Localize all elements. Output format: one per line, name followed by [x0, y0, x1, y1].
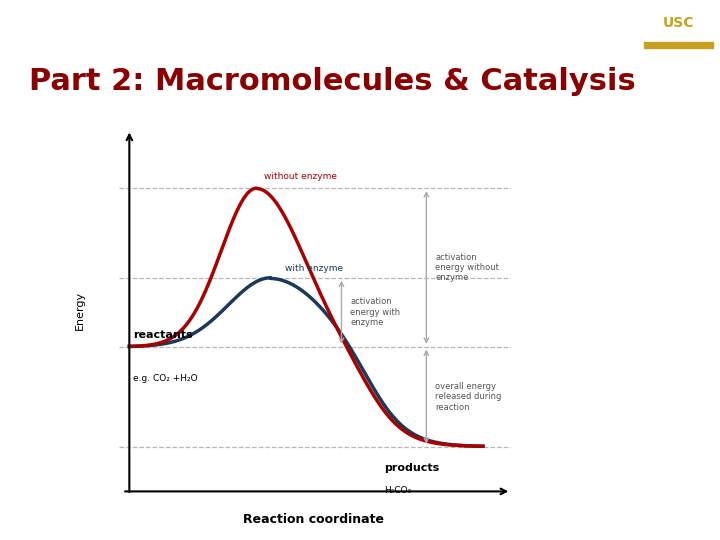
Text: University of Southern California: University of Southern California: [11, 18, 217, 28]
Text: e.g. CO₂ +H₂O: e.g. CO₂ +H₂O: [133, 374, 197, 383]
FancyBboxPatch shape: [644, 3, 713, 47]
Text: Part 2: Macromolecules & Catalysis: Part 2: Macromolecules & Catalysis: [29, 66, 636, 96]
Text: reactants: reactants: [133, 330, 192, 340]
Text: products: products: [384, 463, 439, 472]
Text: with enzyme: with enzyme: [285, 264, 343, 273]
Text: overall energy
released during
reaction: overall energy released during reaction: [435, 382, 502, 411]
Text: Reaction coordinate: Reaction coordinate: [243, 513, 384, 526]
FancyBboxPatch shape: [644, 42, 713, 45]
Text: activation
energy without
enzyme: activation energy without enzyme: [435, 253, 499, 282]
FancyBboxPatch shape: [644, 45, 713, 48]
Text: without enzyme: without enzyme: [264, 172, 337, 181]
Text: H₂CO₃: H₂CO₃: [384, 486, 411, 495]
Text: USC: USC: [663, 16, 694, 30]
Text: Energy: Energy: [75, 291, 84, 330]
Text: activation
energy with
enzyme: activation energy with enzyme: [351, 298, 400, 327]
